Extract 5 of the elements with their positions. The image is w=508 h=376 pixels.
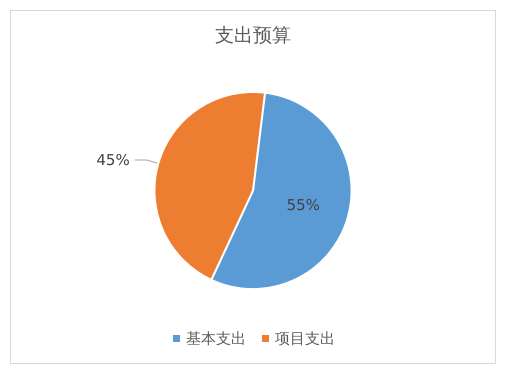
- chart-title: 支出预算: [215, 24, 291, 46]
- legend-label: 基本支出: [186, 330, 246, 348]
- legend-label: 项目支出: [275, 330, 335, 348]
- data-label: 55%: [286, 196, 320, 214]
- data-label: 45%: [96, 151, 130, 170]
